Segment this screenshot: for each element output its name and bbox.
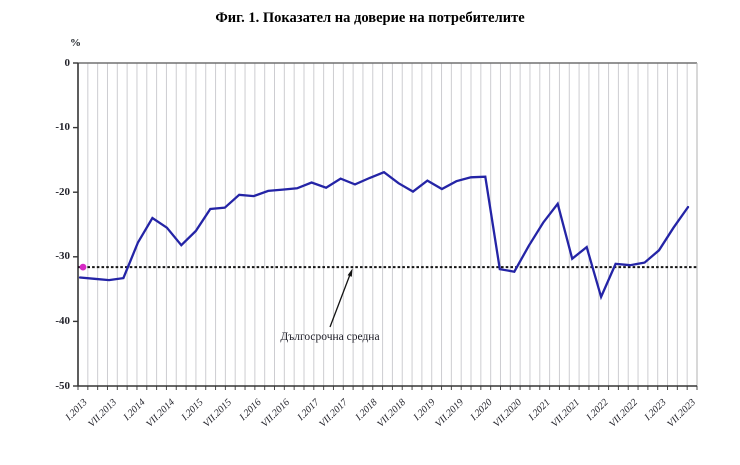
average-start-marker [79, 263, 87, 271]
y-axis-unit-label: % [70, 37, 81, 49]
x-axis-tick-label: VII.2023 [590, 392, 698, 430]
y-axis-tick-label: -20 [55, 185, 70, 198]
confidence-line [78, 170, 690, 301]
chart-title: Фиг. 1. Показател на доверие на потребит… [215, 10, 525, 26]
y-axis-tick-label: -10 [55, 121, 70, 134]
annotation-label: Дългосрочна средна [280, 331, 380, 343]
y-axis-tick-label: 0 [64, 56, 71, 69]
annotation-arrowhead [347, 268, 353, 277]
y-axis-tick-label: -40 [55, 314, 70, 327]
annotation-arrow [329, 272, 352, 328]
y-axis-tick-label: -30 [55, 250, 70, 263]
y-axis-tick-label: -50 [55, 379, 70, 392]
